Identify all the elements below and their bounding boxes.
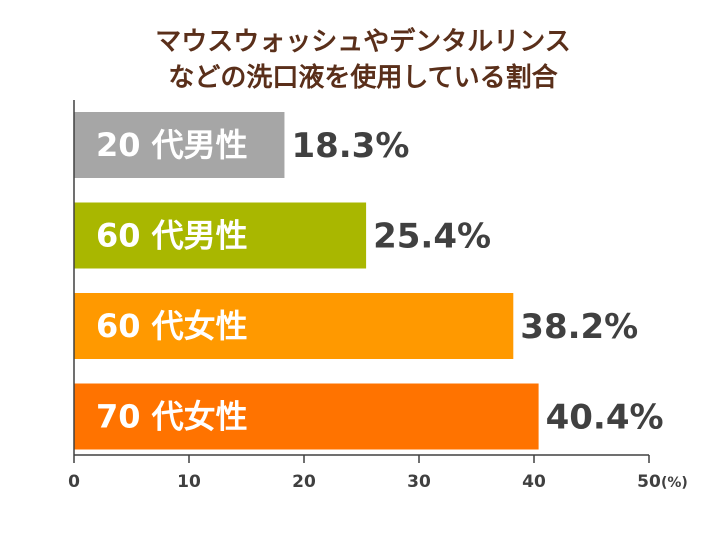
value-label-2: 25.4%	[373, 217, 491, 257]
x-tick-label-50: 50	[637, 472, 661, 492]
category-label-1: 20 代男性	[96, 126, 248, 164]
bar-2	[74, 202, 367, 269]
x-tick-label-0: 0	[68, 472, 80, 492]
x-axis-unit: (%)	[661, 475, 688, 491]
value-label-3: 38.2%	[520, 307, 638, 347]
x-tick-label-10: 10	[177, 472, 201, 492]
x-tick-label-20: 20	[292, 472, 316, 492]
category-label-4: 70 代女性	[96, 398, 248, 436]
bar-4	[74, 383, 539, 450]
x-axis: 0 10 20 30 40 50 (%)	[68, 100, 688, 492]
chart-title-line-2: などの洗口液を使用している割合	[168, 62, 558, 93]
value-label-4: 40.4%	[546, 398, 664, 438]
category-label-2: 60 代男性	[96, 217, 248, 255]
value-label-1: 18.3%	[291, 126, 409, 166]
chart-title-line-1: マウスウォッシュやデンタルリンス	[155, 26, 570, 57]
x-tick-label-40: 40	[522, 472, 546, 492]
x-tick-label-30: 30	[407, 472, 431, 492]
bar-3	[74, 293, 514, 359]
bar-1	[74, 112, 285, 178]
category-label-3: 60 代女性	[96, 307, 248, 345]
bars: 20 代男性 18.3% 60 代男性 25.4% 60 代女性 38.2% 70 代女性 4…	[74, 112, 664, 450]
